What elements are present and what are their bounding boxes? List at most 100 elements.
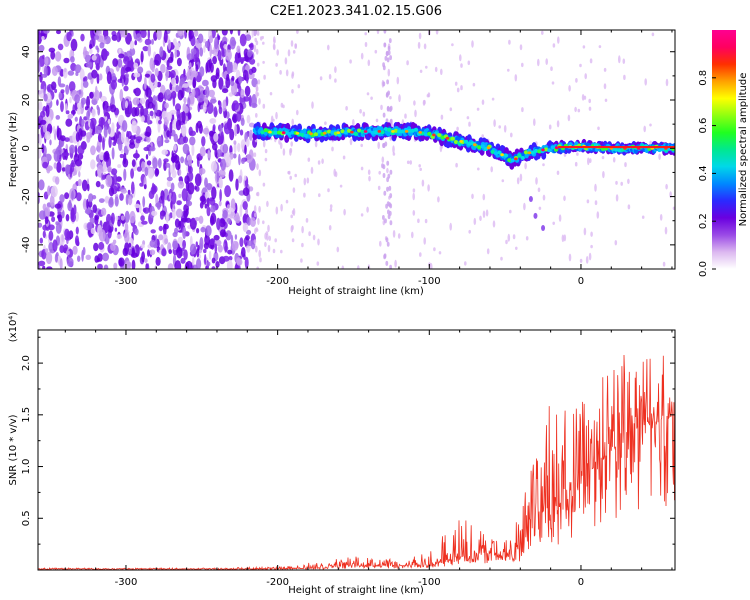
noise-mark bbox=[64, 137, 70, 143]
noise-mark bbox=[131, 247, 135, 257]
noise-mark bbox=[68, 81, 76, 92]
noise-mark bbox=[82, 50, 90, 56]
noise-mark bbox=[216, 172, 220, 183]
noise-mark bbox=[57, 76, 62, 87]
faint-noise-mark bbox=[476, 107, 480, 111]
faint-noise-mark bbox=[587, 157, 590, 166]
faint-noise-mark bbox=[486, 248, 490, 255]
faint-noise-mark bbox=[276, 49, 280, 56]
faint-noise-mark bbox=[310, 166, 314, 174]
noise-mark bbox=[196, 258, 202, 269]
streak-mark bbox=[382, 143, 385, 148]
faint-noise-mark bbox=[568, 253, 572, 262]
noise-mark bbox=[195, 122, 199, 133]
noise-mark bbox=[159, 211, 164, 220]
faint-noise-mark bbox=[588, 106, 592, 111]
noise-mark bbox=[51, 81, 57, 90]
faint-noise-mark bbox=[306, 177, 310, 184]
noise-mark bbox=[127, 189, 131, 195]
noise-mark bbox=[235, 111, 242, 122]
faint-noise-mark bbox=[471, 40, 474, 48]
noise-mark bbox=[190, 48, 197, 55]
faint-noise-mark bbox=[291, 238, 295, 243]
noise-mark bbox=[113, 173, 118, 186]
noise-mark bbox=[128, 242, 132, 248]
noise-mark bbox=[148, 190, 155, 200]
noise-mark bbox=[208, 89, 216, 98]
noise-mark bbox=[65, 110, 70, 115]
faint-noise-mark bbox=[557, 36, 560, 44]
faint-noise-mark bbox=[643, 125, 646, 133]
faint-noise-mark bbox=[651, 32, 655, 37]
noise-mark bbox=[182, 83, 190, 88]
faint-noise-mark bbox=[583, 227, 587, 236]
noise-mark bbox=[74, 145, 78, 158]
faint-noise-mark bbox=[419, 69, 423, 74]
noise-mark bbox=[235, 214, 241, 224]
noise-mark bbox=[226, 73, 230, 81]
streak-mark bbox=[384, 55, 388, 61]
noise-mark bbox=[43, 191, 49, 200]
faint-noise-mark bbox=[360, 143, 364, 148]
faint-noise-mark bbox=[579, 63, 582, 68]
noise-mark bbox=[189, 136, 196, 146]
faint-noise-mark bbox=[644, 78, 647, 86]
noise-mark bbox=[144, 258, 148, 263]
noise-mark bbox=[214, 148, 218, 158]
faint-noise-mark bbox=[662, 261, 666, 267]
noise-mark bbox=[64, 164, 71, 175]
faint-noise-mark bbox=[292, 208, 296, 216]
noise-mark bbox=[149, 57, 155, 71]
faint-noise-mark bbox=[267, 244, 271, 253]
y-tick-label: 1.0 bbox=[21, 459, 32, 475]
faint-noise-mark bbox=[392, 152, 396, 156]
faint-noise-mark bbox=[360, 213, 364, 217]
noise-mark bbox=[71, 159, 75, 166]
noise-mark bbox=[205, 225, 212, 237]
signal-core bbox=[302, 128, 307, 134]
x-tick-label: -300 bbox=[115, 276, 138, 287]
faint-noise-mark bbox=[262, 182, 266, 187]
noise-mark bbox=[100, 207, 107, 216]
noise-mark bbox=[56, 30, 61, 35]
noise-mark bbox=[44, 216, 49, 225]
noise-mark bbox=[139, 97, 146, 105]
noise-mark bbox=[172, 95, 176, 107]
noise-mark bbox=[204, 203, 208, 209]
streak-mark bbox=[386, 91, 389, 97]
streak-mark bbox=[386, 241, 390, 247]
noise-mark bbox=[44, 57, 49, 65]
noise-mark bbox=[81, 179, 88, 192]
noise-mark bbox=[125, 73, 129, 79]
noise-mark bbox=[178, 168, 182, 176]
noise-mark bbox=[196, 248, 200, 258]
faint-noise-mark bbox=[387, 68, 391, 77]
noise-mark bbox=[195, 241, 198, 248]
faint-noise-mark bbox=[585, 256, 589, 264]
noise-mark bbox=[95, 180, 101, 188]
noise-mark bbox=[199, 47, 204, 57]
noise-mark bbox=[46, 166, 51, 174]
faint-noise-mark bbox=[500, 256, 503, 261]
noise-mark bbox=[221, 47, 225, 57]
faint-noise-mark bbox=[426, 94, 430, 98]
noise-mark bbox=[50, 50, 56, 60]
faint-noise-mark bbox=[435, 30, 439, 35]
faint-noise-mark bbox=[282, 148, 286, 156]
signal-hotspot bbox=[486, 146, 491, 150]
faint-noise-mark bbox=[311, 101, 314, 109]
noise-mark bbox=[75, 226, 79, 235]
noise-mark bbox=[119, 193, 124, 201]
faint-noise-mark bbox=[583, 95, 587, 100]
faint-noise-mark bbox=[292, 50, 296, 54]
streak-mark bbox=[386, 201, 390, 207]
faint-noise-mark bbox=[523, 202, 526, 211]
faint-noise-mark bbox=[317, 238, 320, 246]
noise-mark bbox=[165, 211, 169, 221]
faint-noise-mark bbox=[481, 134, 485, 138]
noise-mark bbox=[118, 53, 125, 59]
noise-mark bbox=[110, 104, 117, 113]
noise-mark bbox=[121, 78, 125, 87]
noise-mark bbox=[157, 92, 164, 103]
noise-mark bbox=[245, 235, 250, 241]
